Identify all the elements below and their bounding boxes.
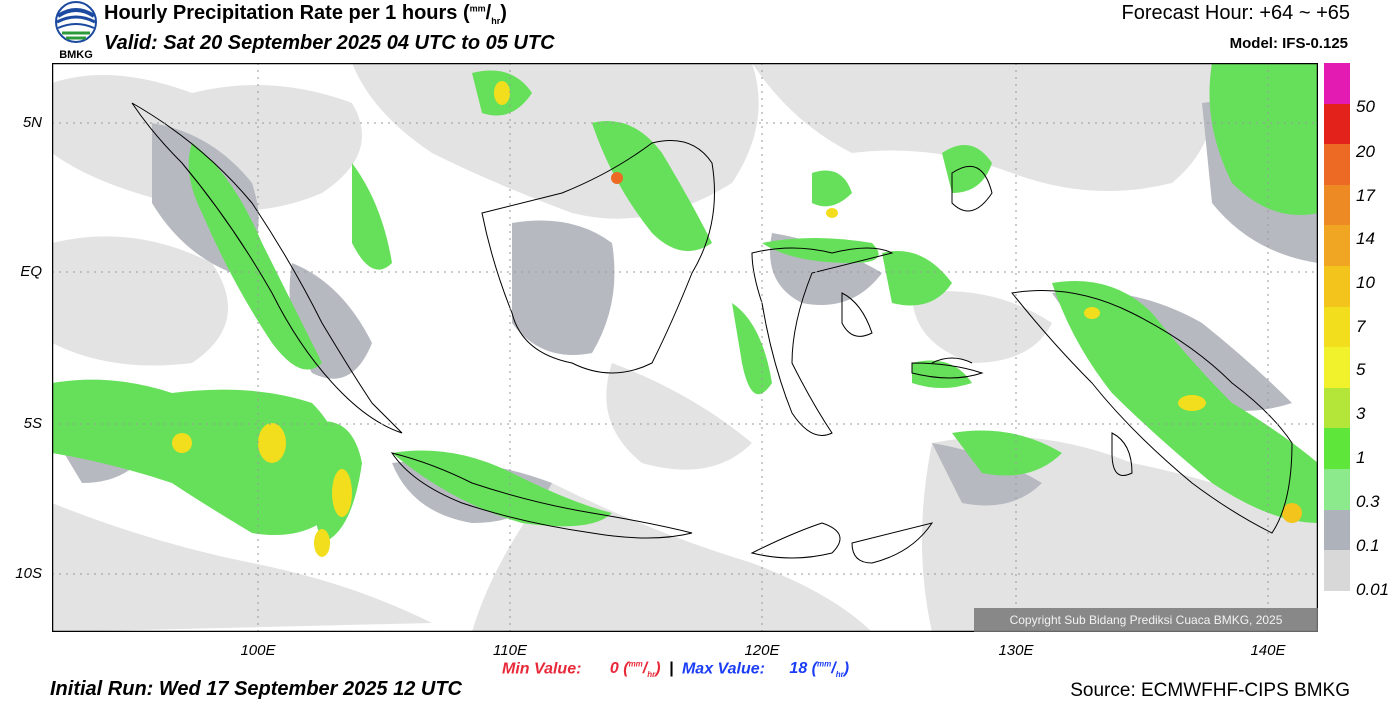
bmkg-logo: BMKG bbox=[52, 0, 100, 61]
min-label: Min Value: bbox=[502, 660, 582, 678]
data-source: Source: ECMWFHF-CIPS BMKG bbox=[1070, 680, 1350, 701]
forecast-hour: Forecast Hour: +64 ~ +65 bbox=[1121, 2, 1350, 24]
initial-run: Initial Run: Wed 17 September 2025 12 UT… bbox=[50, 678, 462, 700]
lon-label-110e: 110E bbox=[493, 642, 527, 659]
max-unit-den: hr bbox=[835, 670, 844, 680]
colorbar-label-5: 5 bbox=[1356, 360, 1366, 379]
min-unit-den: hr bbox=[647, 670, 656, 680]
colorbar-label-10: 10 bbox=[1356, 273, 1375, 292]
colorbar-swatch bbox=[1324, 428, 1350, 470]
colorbar-swatch bbox=[1324, 550, 1350, 591]
colorbar-label-20: 20 bbox=[1356, 142, 1375, 161]
colorbar-swatch bbox=[1324, 103, 1350, 145]
lat-label-eq: EQ bbox=[20, 263, 42, 280]
coastlines bbox=[131, 102, 1293, 564]
copyright-notice: Copyright Sub Bidang Prediksi Cuaca BMKG… bbox=[974, 608, 1318, 632]
colorbar-swatch bbox=[1324, 225, 1350, 267]
title-unit-num: mm bbox=[469, 3, 486, 14]
heavy-rain-cores bbox=[172, 81, 1302, 557]
precipitation-map bbox=[52, 63, 1318, 632]
colorbar-label-7: 7 bbox=[1356, 317, 1366, 336]
lon-label-140e: 140E bbox=[1250, 642, 1286, 659]
colorbar-swatch bbox=[1324, 509, 1350, 551]
colorbar-label-0-1: 0.1 bbox=[1356, 536, 1380, 555]
colorbar-label-0-01: 0.01 bbox=[1356, 580, 1390, 599]
colorbar-label-17: 17 bbox=[1356, 186, 1375, 205]
minmax-separator: | bbox=[669, 660, 674, 678]
colorbar-label-1: 1 bbox=[1356, 448, 1366, 467]
colorbar-label-14: 14 bbox=[1356, 229, 1375, 248]
max-label: Max Value: bbox=[681, 660, 765, 678]
model-name: Model: IFS-0.125 bbox=[1229, 35, 1348, 52]
colorbar-swatch bbox=[1324, 306, 1350, 348]
lat-label-10s: 10S bbox=[15, 565, 42, 582]
chart-title: Hourly Precipitation Rate per 1 hours (m… bbox=[104, 2, 507, 26]
max-unit-num: mm bbox=[817, 660, 832, 669]
colorbar-swatches bbox=[1324, 63, 1350, 591]
colorbar-swatch bbox=[1324, 266, 1350, 307]
colorbar-swatch bbox=[1324, 469, 1350, 510]
lon-label-120e: 120E bbox=[744, 642, 780, 659]
colorbar-label-50: 50 bbox=[1356, 97, 1375, 116]
min-value: 0 bbox=[609, 660, 619, 678]
colorbar-swatch bbox=[1324, 347, 1350, 388]
colorbar-label-0-3: 0.3 bbox=[1356, 492, 1380, 511]
colorbar-label-3: 3 bbox=[1356, 404, 1366, 423]
colorbar bbox=[1324, 63, 1350, 591]
min-unit-num: mm bbox=[628, 660, 643, 669]
logo-text: BMKG bbox=[59, 49, 93, 60]
max-value: 18 bbox=[789, 660, 808, 678]
colorbar-swatch bbox=[1324, 144, 1350, 185]
colorbar-swatch bbox=[1324, 184, 1350, 226]
valid-time: Valid: Sat 20 September 2025 04 UTC to 0… bbox=[104, 32, 555, 54]
lat-label-5n: 5N bbox=[22, 114, 42, 131]
lat-label-5s: 5S bbox=[23, 415, 42, 432]
title-unit-den: hr bbox=[491, 16, 501, 26]
graticule bbox=[52, 63, 1318, 632]
title-text: Hourly Precipitation Rate per 1 hours bbox=[104, 2, 458, 24]
colorbar-swatch bbox=[1324, 63, 1350, 104]
lon-label-130e: 130E bbox=[998, 642, 1034, 659]
min-max-values: Min Value: 0 (mm/hr) | Max Value: 18 (mm… bbox=[502, 660, 850, 680]
lon-label-100e: 100E bbox=[240, 642, 276, 659]
colorbar-swatch bbox=[1324, 387, 1350, 429]
map-frame bbox=[52, 63, 1318, 632]
